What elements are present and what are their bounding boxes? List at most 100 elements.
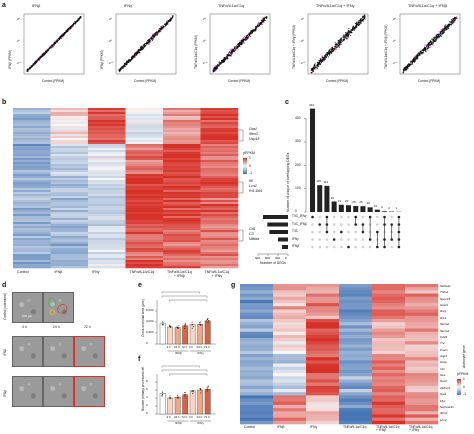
heatmap-b-cell xyxy=(125,224,164,227)
gene-point xyxy=(26,68,28,70)
heatmap-b-cell xyxy=(50,124,89,127)
f-point xyxy=(169,395,171,397)
gene-point xyxy=(71,24,73,26)
cell-outline-red xyxy=(57,304,68,314)
heatmap-b-cell xyxy=(13,206,51,209)
heatmap-g-cell xyxy=(306,344,340,348)
heatmap-b-cell xyxy=(200,184,239,187)
gene-point xyxy=(253,30,255,32)
heatmap-g-cell xyxy=(240,319,274,323)
heatmap-b-cell xyxy=(163,120,201,123)
heatmap-b-cell xyxy=(163,228,201,231)
e-xtick-label-2: 72 h xyxy=(181,345,188,349)
gene-point xyxy=(363,16,366,19)
heatmap-b-cell xyxy=(88,188,126,191)
gene-point xyxy=(418,53,420,56)
gene-group-bracket xyxy=(238,181,244,194)
heatmap-b-cell xyxy=(200,264,239,267)
heatmap-b-cell xyxy=(50,122,89,125)
gene-point xyxy=(356,22,358,24)
heatmap-g-cell xyxy=(273,284,307,288)
upset-bar xyxy=(331,201,337,212)
heatmap-b-cell xyxy=(50,250,89,253)
heatmap-b-cell xyxy=(125,240,164,243)
heatmap-b-cell xyxy=(200,144,239,147)
heatmap-b-cell xyxy=(50,248,89,251)
gene-point xyxy=(406,66,408,68)
gene-point xyxy=(322,60,324,62)
heatmap-b-cell xyxy=(163,248,201,251)
heatmap-b-cell xyxy=(13,156,51,159)
heatmap-g-cell xyxy=(372,334,406,339)
scatter-plot-2 xyxy=(209,13,271,75)
heatmap-b-cell xyxy=(88,206,126,209)
gene-point xyxy=(57,40,59,42)
heatmap-g-cell xyxy=(405,395,439,399)
gene-label-g-14: Nes xyxy=(440,373,446,378)
cell-outline-green xyxy=(48,297,56,308)
heatmap-g-cell xyxy=(240,363,274,368)
heatmap-g-cell xyxy=(273,306,307,310)
panel-c-xlabel: Number of DEGs xyxy=(260,261,286,265)
heatmap-g-cell xyxy=(339,363,373,368)
heatmap-g-cell xyxy=(405,347,439,352)
e-point xyxy=(184,328,186,330)
heatmap-g-cell xyxy=(372,366,406,371)
heatmap-b-cell xyxy=(163,162,201,165)
gene-point xyxy=(342,38,344,41)
heatmap-b-cell xyxy=(88,124,126,127)
heatmap-b-cell xyxy=(163,200,201,203)
heatmap-g-cell xyxy=(339,334,373,339)
column-label-g-5: TNFα/IL1α/C1q + IFNγ xyxy=(409,425,433,433)
heatmap-b-cell xyxy=(13,166,51,169)
gene-point xyxy=(136,52,138,54)
f-sig-bracket xyxy=(161,365,200,368)
gene-point xyxy=(266,17,268,19)
gene-point xyxy=(406,65,408,67)
gene-label-g-12: Gfap xyxy=(440,360,447,365)
gene-point xyxy=(432,41,434,44)
e-point xyxy=(191,321,193,323)
heatmap-b-cell xyxy=(50,206,89,209)
heatmap-b-cell xyxy=(88,110,126,113)
gene-point xyxy=(165,22,167,24)
gene-point xyxy=(219,63,221,65)
upset-bar-label-6: 26 xyxy=(352,199,356,204)
heatmap-b-cell xyxy=(13,134,51,137)
f-point xyxy=(162,391,164,393)
heatmap-b-cell xyxy=(163,146,201,149)
heatmap-g-cell xyxy=(339,293,373,298)
heatmap-b-cell xyxy=(50,142,89,145)
heatmap-g-cell xyxy=(273,363,307,368)
heatmap-b-cell xyxy=(88,252,126,255)
heatmap-g-cell xyxy=(273,328,307,333)
gene-point xyxy=(168,19,170,21)
heatmap-b-cell xyxy=(13,144,51,147)
heatmap-b-cell xyxy=(88,264,126,267)
heatmap-g-cell xyxy=(240,369,274,374)
scatter-plot-4 xyxy=(399,13,461,75)
heatmap-b-cell xyxy=(200,246,239,249)
gene-point xyxy=(252,31,254,33)
gene-point xyxy=(337,40,339,42)
upset-bar-label-11: 2 xyxy=(388,205,390,210)
scatter-plot-1 xyxy=(115,13,177,75)
f-bar xyxy=(189,390,196,415)
heatmap-b-cell xyxy=(163,216,201,219)
gene-point xyxy=(359,23,361,25)
heatmap-b-cell xyxy=(50,132,89,135)
set-label-1: T/IC_IFNβ xyxy=(292,221,307,226)
e-point xyxy=(178,325,180,327)
heatmap-g-cell xyxy=(306,328,340,333)
heatmap-b-cell xyxy=(125,156,164,159)
micrograph-1-2 xyxy=(74,336,105,367)
upset-bar xyxy=(310,108,316,212)
heatmap-b-cell xyxy=(200,108,239,111)
gene-point xyxy=(51,44,54,46)
heatmap-b-cell xyxy=(163,214,201,217)
heatmap-b-cell xyxy=(125,204,164,207)
heatmap-g-cell xyxy=(240,357,274,361)
de-gene-point xyxy=(73,21,75,24)
upset-bar xyxy=(382,211,388,212)
heatmap-b-cell xyxy=(125,166,164,169)
